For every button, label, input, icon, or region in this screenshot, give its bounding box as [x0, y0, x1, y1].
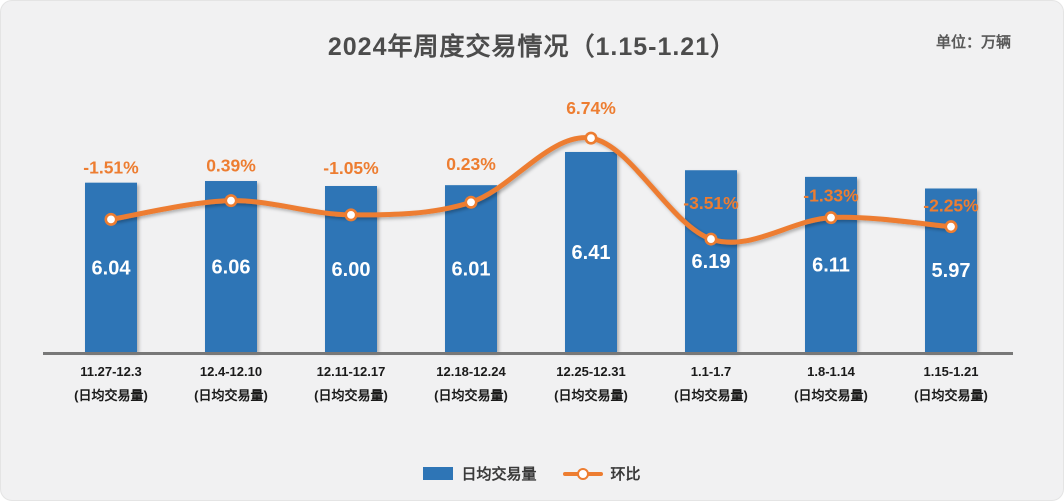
unit-label: 单位：万辆: [935, 34, 1011, 51]
pct-label: -1.05%: [323, 158, 379, 178]
pct-label: -3.51%: [683, 193, 739, 213]
x-axis-labels: 11.27-12.3 (日均交易量) 12.4-12.10 (日均交易量) 12.11-…: [51, 360, 1011, 408]
x-axis-label-sub: (日均交易量): [674, 388, 748, 403]
line-marker-icon: [224, 194, 238, 208]
x-axis-label-range: 1.15-1.21: [923, 364, 979, 379]
legend-line-marker-icon: [576, 467, 589, 480]
bar-11.27-12.3: [85, 182, 137, 352]
x-axis-label-range: 12.18-12.24: [436, 364, 506, 379]
x-axis-label-sub: (日均交易量): [794, 388, 868, 403]
line-marker-icon: [584, 131, 598, 145]
bar-value-label: 6.01: [452, 259, 491, 281]
bar-value-label: 6.04: [92, 257, 132, 279]
bar-1.1-1.7: [685, 170, 737, 352]
bar-1.8-1.14: [805, 176, 857, 352]
legend: 日均交易量 环比: [1, 463, 1063, 484]
bar-1.15-1.21: [925, 188, 977, 352]
x-axis-label-12.4-12.10: 12.4-12.10 (日均交易量): [171, 360, 291, 408]
line-marker-icon: [344, 208, 358, 222]
pct-label: 0.39%: [206, 156, 256, 176]
chart-plot-area: 6.04 6.06 6.00 6.01 6.41 6.19 6.11 5.97 -1.51% 0.…: [43, 98, 1013, 355]
line-marker-icon: [104, 212, 118, 226]
x-axis-label-sub: (日均交易量): [314, 388, 388, 403]
bar-value-label: 6.06: [212, 257, 251, 279]
x-axis-label-range: 1.8-1.14: [807, 364, 855, 379]
bar-value-label: 6.19: [692, 251, 731, 273]
pct-label: -1.51%: [83, 157, 139, 177]
line-marker-icon: [704, 232, 718, 246]
x-axis-label-12.25-12.31: 12.25-12.31 (日均交易量): [531, 360, 651, 408]
pct-label: 0.23%: [446, 154, 496, 174]
legend-line-swatch-icon: [562, 467, 603, 481]
bar-value-label: 6.11: [812, 254, 850, 276]
bar-value-label: 5.97: [932, 260, 971, 282]
x-axis-label-1.1-1.7: 1.1-1.7 (日均交易量): [651, 360, 771, 408]
x-axis-label-1.8-1.14: 1.8-1.14 (日均交易量): [771, 360, 891, 408]
x-axis-label-sub: (日均交易量): [914, 388, 988, 403]
legend-line-label: 环比: [610, 466, 641, 483]
bar-12.25-12.31: [565, 151, 617, 352]
bar-12.18-12.24: [445, 185, 497, 352]
x-axis-label-1.15-1.21: 1.15-1.21 (日均交易量): [891, 360, 1011, 408]
x-axis-label-12.11-12.17: 12.11-12.17 (日均交易量): [291, 360, 411, 408]
legend-bar-swatch-icon: [423, 467, 454, 480]
x-axis-label-range: 1.1-1.7: [690, 364, 732, 379]
x-axis-label-11.27-12.3: 11.27-12.3 (日均交易量): [51, 360, 171, 408]
x-axis-label-range: 12.11-12.17: [316, 364, 386, 379]
pct-label: -2.25%: [923, 196, 979, 216]
x-axis-label-range: 11.27-12.3: [80, 364, 142, 379]
line-marker-icon: [824, 211, 838, 225]
line-series: [108, 135, 954, 245]
x-axis-label-sub: (日均交易量): [194, 388, 268, 403]
bar-value-label: 6.00: [332, 259, 371, 281]
x-axis-label-range: 12.25-12.31: [556, 364, 626, 379]
line-marker-icon: [464, 195, 478, 209]
chart-title: 2024年周度交易情况（1.15-1.21）: [327, 33, 737, 61]
bar-12.4-12.10: [205, 181, 257, 352]
x-axis-label-sub: (日均交易量): [554, 388, 628, 403]
bar-value-label: 6.41: [572, 242, 611, 264]
x-axis-label-sub: (日均交易量): [74, 388, 148, 403]
legend-bar-label: 日均交易量: [461, 466, 537, 483]
x-axis-label-12.18-12.24: 12.18-12.24 (日均交易量): [411, 360, 531, 408]
pct-label: -1.33%: [803, 186, 859, 206]
x-axis-label-range: 12.4-12.10: [199, 364, 263, 379]
x-axis-label-sub: (日均交易量): [434, 388, 508, 403]
line-marker-icon: [944, 220, 958, 234]
pct-label: 6.74%: [566, 98, 616, 118]
